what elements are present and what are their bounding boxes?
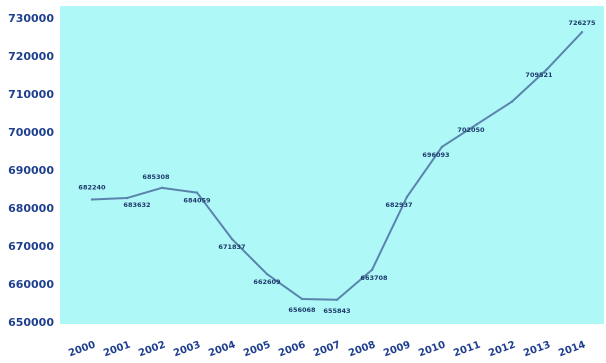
y-tick-label: 650000 [8, 316, 54, 329]
x-tick-label: 2002 [137, 339, 167, 358]
x-tick-label: 2012 [487, 339, 517, 358]
x-tick-label: 2005 [242, 339, 272, 358]
x-tick-label: 2000 [67, 339, 97, 358]
data-point [195, 191, 199, 194]
x-axis: 2000 2001 2002 2003 2004 2005 2006 2007 2008 2009… [67, 339, 587, 359]
data-label: 662609 [253, 278, 281, 286]
data-point [335, 298, 339, 301]
y-tick-label: 730000 [8, 12, 54, 25]
y-tick-label: 670000 [8, 240, 54, 253]
x-tick-label: 2011 [452, 339, 482, 358]
data-label: 683632 [123, 201, 150, 209]
data-label: 682240 [78, 183, 106, 191]
data-point [440, 145, 444, 149]
data-label: 663708 [360, 274, 388, 282]
data-label: 671837 [218, 243, 245, 251]
data-label: 709521 [525, 71, 553, 79]
y-tick-label: 710000 [8, 88, 54, 101]
data-point [510, 100, 514, 103]
x-tick-label: 2004 [207, 339, 237, 358]
data-label: 702050 [457, 126, 485, 134]
y-tick-label: 700000 [8, 126, 54, 139]
data-label: 726275 [568, 19, 596, 27]
x-tick-label: 2010 [417, 339, 447, 358]
data-point [230, 237, 234, 241]
data-label: 685308 [142, 173, 170, 181]
data-point [405, 195, 409, 199]
data-point [265, 272, 269, 276]
data-point [370, 268, 374, 272]
y-tick-label: 690000 [8, 164, 54, 177]
x-tick-label: 2008 [347, 339, 377, 358]
plot-area [60, 6, 604, 324]
data-label: 682937 [385, 201, 412, 209]
data-point [125, 196, 129, 200]
x-tick-label: 2009 [382, 339, 412, 358]
data-label: 656068 [288, 306, 316, 314]
x-tick-label: 2013 [522, 339, 552, 358]
data-point [90, 198, 94, 201]
x-tick-label: 2006 [277, 339, 307, 358]
x-tick-label: 2003 [172, 339, 202, 358]
x-tick-label: 2014 [557, 339, 587, 358]
x-tick-label: 2001 [102, 339, 132, 358]
data-point [475, 123, 479, 126]
y-tick-label: 720000 [8, 50, 54, 63]
data-label: 655843 [323, 307, 350, 315]
data-label: 684059 [183, 197, 211, 205]
data-label: 696093 [422, 151, 449, 159]
data-labels: 682240 683632 685308 684059 671837 662609 6560… [78, 19, 596, 315]
y-tick-label: 680000 [8, 202, 54, 215]
data-point [160, 186, 164, 190]
data-point [300, 297, 304, 301]
data-point [580, 30, 584, 34]
y-tick-label: 660000 [8, 278, 54, 291]
y-axis: 650000 660000 670000 680000 690000 700000 7100… [8, 12, 54, 329]
data-point [545, 68, 549, 71]
x-tick-label: 2007 [312, 339, 342, 358]
